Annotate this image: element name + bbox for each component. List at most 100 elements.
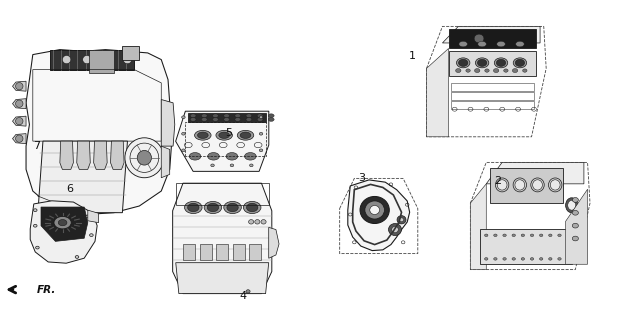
Ellipse shape bbox=[548, 234, 552, 236]
Ellipse shape bbox=[478, 41, 486, 47]
Ellipse shape bbox=[567, 234, 570, 236]
Ellipse shape bbox=[197, 132, 208, 139]
Polygon shape bbox=[448, 51, 536, 76]
Ellipse shape bbox=[86, 215, 90, 218]
Ellipse shape bbox=[269, 117, 274, 121]
Ellipse shape bbox=[245, 153, 256, 160]
Polygon shape bbox=[566, 189, 588, 264]
Ellipse shape bbox=[495, 58, 508, 68]
Ellipse shape bbox=[125, 138, 164, 178]
Ellipse shape bbox=[226, 153, 238, 160]
Ellipse shape bbox=[16, 135, 23, 142]
Polygon shape bbox=[490, 168, 563, 203]
Ellipse shape bbox=[494, 258, 497, 260]
Polygon shape bbox=[94, 141, 107, 169]
Ellipse shape bbox=[250, 164, 253, 167]
Ellipse shape bbox=[246, 117, 252, 121]
Ellipse shape bbox=[512, 234, 515, 236]
Ellipse shape bbox=[496, 59, 506, 66]
Ellipse shape bbox=[257, 117, 263, 121]
Ellipse shape bbox=[36, 246, 39, 249]
Text: 5: 5 bbox=[225, 128, 232, 138]
Ellipse shape bbox=[515, 59, 525, 66]
Ellipse shape bbox=[223, 117, 230, 121]
Ellipse shape bbox=[216, 130, 232, 140]
Ellipse shape bbox=[494, 234, 497, 236]
Ellipse shape bbox=[521, 258, 525, 260]
Ellipse shape bbox=[567, 258, 570, 260]
Polygon shape bbox=[348, 180, 409, 251]
Ellipse shape bbox=[83, 55, 91, 64]
Ellipse shape bbox=[399, 218, 404, 222]
Ellipse shape bbox=[182, 149, 185, 152]
Ellipse shape bbox=[540, 258, 543, 260]
Ellipse shape bbox=[227, 203, 239, 212]
Ellipse shape bbox=[485, 69, 489, 72]
Ellipse shape bbox=[137, 150, 151, 165]
Ellipse shape bbox=[466, 69, 470, 72]
Polygon shape bbox=[38, 141, 128, 213]
Ellipse shape bbox=[223, 201, 242, 213]
Polygon shape bbox=[162, 146, 170, 178]
Ellipse shape bbox=[475, 58, 489, 68]
Ellipse shape bbox=[550, 180, 560, 190]
Ellipse shape bbox=[572, 211, 578, 215]
Ellipse shape bbox=[185, 201, 202, 213]
Polygon shape bbox=[13, 116, 26, 126]
Ellipse shape bbox=[523, 69, 527, 72]
Ellipse shape bbox=[16, 100, 23, 107]
Ellipse shape bbox=[75, 256, 79, 258]
Ellipse shape bbox=[360, 196, 389, 223]
Ellipse shape bbox=[503, 234, 506, 236]
Ellipse shape bbox=[512, 68, 518, 73]
Ellipse shape bbox=[389, 223, 401, 236]
Polygon shape bbox=[232, 244, 245, 260]
Ellipse shape bbox=[247, 203, 258, 212]
Polygon shape bbox=[470, 184, 486, 269]
Ellipse shape bbox=[219, 132, 230, 139]
Polygon shape bbox=[188, 113, 266, 123]
Ellipse shape bbox=[255, 220, 260, 224]
Polygon shape bbox=[249, 244, 262, 260]
Ellipse shape bbox=[485, 258, 488, 260]
Polygon shape bbox=[60, 141, 73, 169]
Polygon shape bbox=[13, 134, 26, 144]
Ellipse shape bbox=[558, 234, 561, 236]
Text: 4: 4 bbox=[239, 291, 247, 301]
Ellipse shape bbox=[190, 117, 196, 121]
Polygon shape bbox=[173, 183, 272, 294]
Ellipse shape bbox=[497, 41, 505, 47]
Ellipse shape bbox=[246, 290, 250, 293]
Ellipse shape bbox=[208, 153, 219, 160]
Ellipse shape bbox=[572, 223, 578, 228]
Ellipse shape bbox=[189, 153, 201, 160]
Text: 7: 7 bbox=[33, 140, 40, 151]
Ellipse shape bbox=[456, 68, 461, 73]
Ellipse shape bbox=[397, 216, 406, 224]
Polygon shape bbox=[269, 227, 279, 258]
Polygon shape bbox=[486, 162, 584, 184]
Ellipse shape bbox=[513, 58, 526, 68]
Text: 3: 3 bbox=[357, 172, 365, 183]
Polygon shape bbox=[162, 100, 175, 146]
Polygon shape bbox=[13, 99, 26, 109]
Polygon shape bbox=[176, 263, 269, 294]
Ellipse shape bbox=[33, 224, 37, 227]
Ellipse shape bbox=[456, 58, 470, 68]
Ellipse shape bbox=[568, 200, 575, 210]
Polygon shape bbox=[26, 50, 172, 214]
Text: 2: 2 bbox=[494, 176, 501, 186]
Ellipse shape bbox=[213, 114, 218, 117]
Ellipse shape bbox=[512, 258, 515, 260]
Ellipse shape bbox=[485, 234, 488, 236]
Ellipse shape bbox=[521, 234, 525, 236]
Ellipse shape bbox=[503, 258, 506, 260]
Ellipse shape bbox=[392, 227, 398, 233]
Text: 6: 6 bbox=[66, 184, 74, 195]
Ellipse shape bbox=[244, 201, 261, 213]
Ellipse shape bbox=[195, 130, 211, 140]
Ellipse shape bbox=[259, 116, 263, 119]
Ellipse shape bbox=[257, 114, 263, 117]
Ellipse shape bbox=[572, 197, 578, 202]
Ellipse shape bbox=[235, 117, 240, 121]
